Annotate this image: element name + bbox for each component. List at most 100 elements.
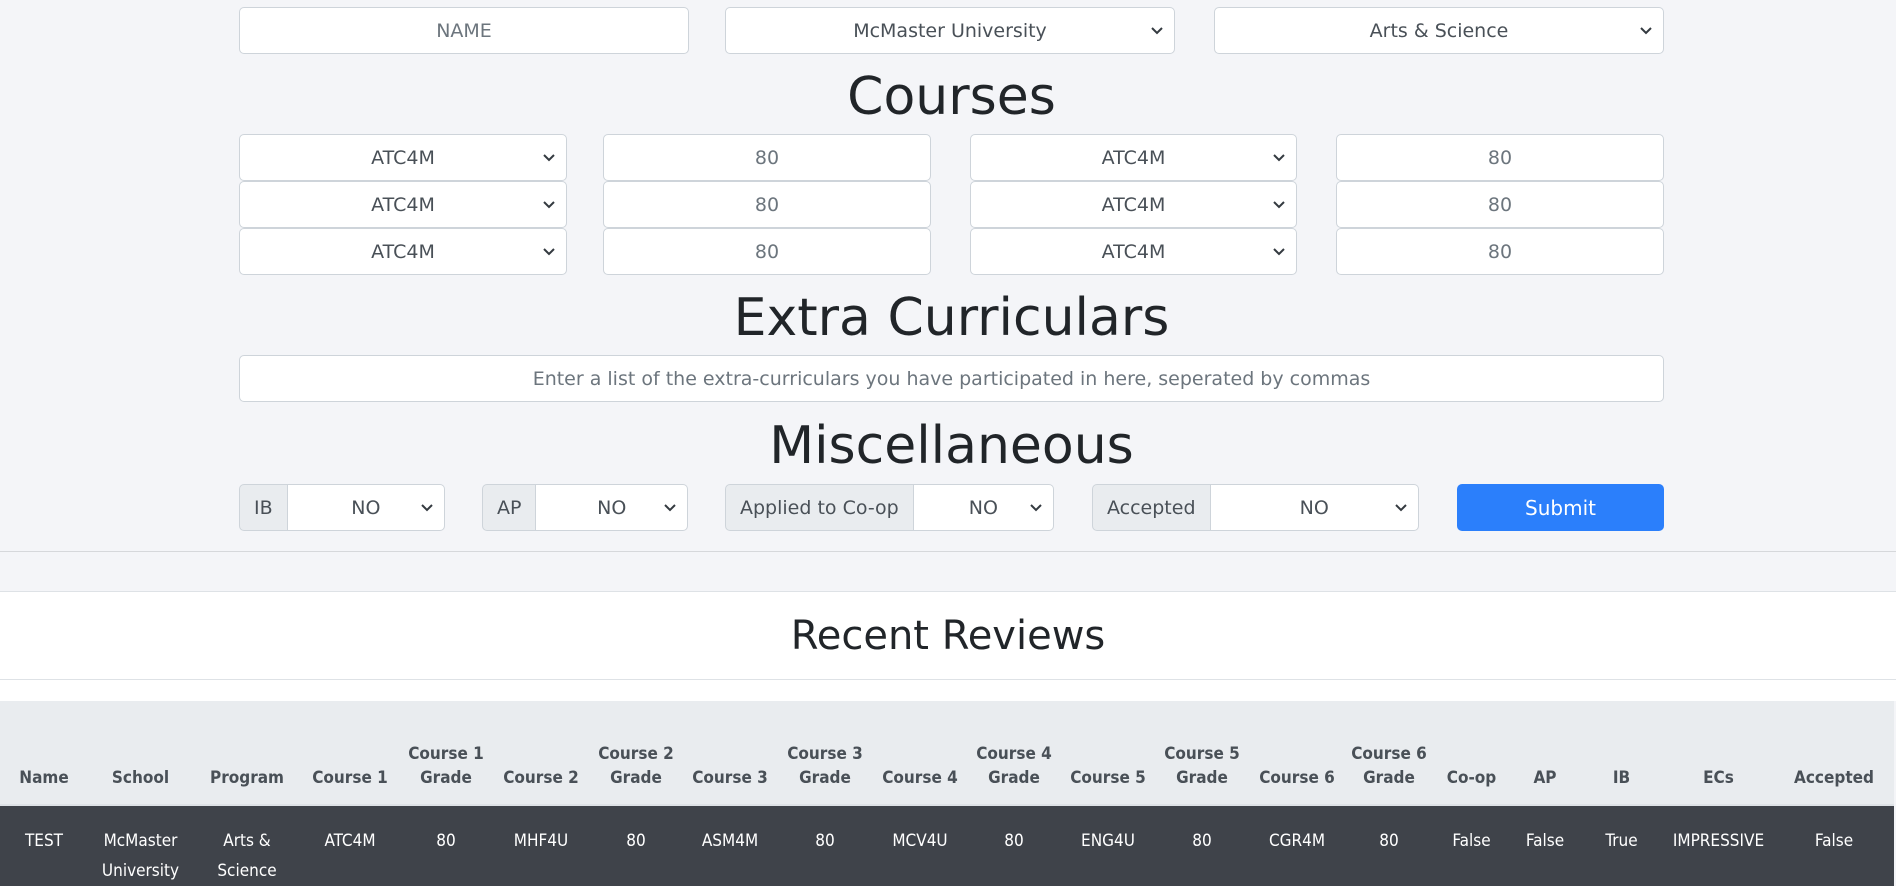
grade-input[interactable]: 80: [603, 228, 931, 275]
table-cell: MCV4U: [873, 805, 967, 886]
column-header: Course 2: [493, 701, 589, 806]
reviews-table: Name School Program Course 1 Course 1 Grade C…: [0, 701, 1894, 886]
chevron-down-icon: [543, 248, 555, 256]
chevron-down-icon: [1273, 154, 1285, 162]
column-header: Course 5 Grade: [1155, 701, 1249, 806]
course-select[interactable]: ATC4M: [970, 228, 1297, 275]
course-value: ATC4M: [371, 146, 435, 169]
grade-input[interactable]: 80: [1336, 181, 1664, 228]
column-header: Program: [193, 701, 301, 806]
column-header: Course 4: [873, 701, 967, 806]
grade-value: 80: [754, 193, 780, 216]
course-select[interactable]: ATC4M: [239, 134, 567, 181]
column-header: Course 2 Grade: [589, 701, 683, 806]
extra-curriculars-heading: Extra Curriculars: [733, 288, 1170, 348]
column-header: Course 4 Grade: [967, 701, 1061, 806]
table-cell: 80: [967, 805, 1061, 886]
accepted-select[interactable]: NO: [1210, 484, 1419, 531]
ap-select[interactable]: NO: [536, 484, 688, 531]
courses-heading: Courses: [847, 67, 1056, 127]
column-header: Course 1 Grade: [399, 701, 493, 806]
grade-value: 80: [754, 240, 780, 263]
course-value: ATC4M: [371, 193, 435, 216]
course-select[interactable]: ATC4M: [239, 181, 567, 228]
grade-value: 80: [1487, 193, 1513, 216]
column-header: School: [88, 701, 193, 806]
school-select[interactable]: McMaster University: [725, 7, 1175, 54]
table-cell: TEST: [0, 805, 88, 886]
column-header: Course 1: [301, 701, 399, 806]
extra-curriculars-input[interactable]: Enter a list of the extra-curriculars yo…: [239, 355, 1664, 402]
spacer: [0, 680, 1896, 701]
table-cell: 80: [777, 805, 873, 886]
column-header: Co-op: [1433, 701, 1510, 806]
table-cell: ATC4M: [301, 805, 399, 886]
chevron-down-icon: [543, 154, 555, 162]
course-value: ATC4M: [371, 240, 435, 263]
ib-label: IB: [239, 484, 288, 531]
grade-input[interactable]: 80: [1336, 228, 1664, 275]
ib-value: NO: [351, 496, 381, 519]
grade-value: 80: [1487, 146, 1513, 169]
accepted-group: Accepted NO: [1092, 484, 1419, 531]
program-value: Arts & Science: [1369, 19, 1509, 42]
table-cell: 80: [1155, 805, 1249, 886]
table-cell: ENG4U: [1061, 805, 1155, 886]
course-value: ATC4M: [1101, 193, 1166, 216]
table-cell: IMPRESSIVE: [1663, 805, 1774, 886]
chevron-down-icon: [543, 201, 555, 209]
table-cell: False: [1433, 805, 1510, 886]
table-cell: False: [1510, 805, 1580, 886]
chevron-down-icon: [1151, 27, 1163, 35]
table-cell: 80: [1345, 805, 1433, 886]
table-header-row: Name School Program Course 1 Course 1 Grade C…: [0, 701, 1894, 806]
coop-group: Applied to Co-op NO: [725, 484, 1054, 531]
chevron-down-icon: [1640, 27, 1652, 35]
coop-value: NO: [968, 496, 998, 519]
column-header: Course 6: [1249, 701, 1345, 806]
column-header: Name: [0, 701, 88, 806]
accepted-value: NO: [1299, 496, 1329, 519]
recent-reviews-heading: Recent Reviews: [790, 612, 1106, 659]
grade-value: 80: [754, 146, 780, 169]
column-header: AP: [1510, 701, 1580, 806]
divider: [0, 551, 1896, 552]
column-header: Course 6 Grade: [1345, 701, 1433, 806]
coop-label: Applied to Co-op: [725, 484, 914, 531]
course-value: ATC4M: [1101, 240, 1166, 263]
school-value: McMaster University: [853, 19, 1047, 42]
column-header: Course 3: [683, 701, 777, 806]
course-select[interactable]: ATC4M: [970, 181, 1297, 228]
grade-value: 80: [1487, 240, 1513, 263]
chevron-down-icon: [421, 504, 433, 512]
table-cell: False: [1774, 805, 1894, 886]
ap-label: AP: [482, 484, 537, 531]
table-cell: McMaster University: [88, 805, 193, 886]
table-cell: ASM4M: [683, 805, 777, 886]
table-cell: True: [1580, 805, 1663, 886]
program-select[interactable]: Arts & Science: [1214, 7, 1664, 54]
grade-input[interactable]: 80: [1336, 134, 1664, 181]
chevron-down-icon: [1273, 201, 1285, 209]
ib-group: IB NO: [239, 484, 445, 531]
table-cell: CGR4M: [1249, 805, 1345, 886]
ap-value: NO: [597, 496, 627, 519]
chevron-down-icon: [1273, 248, 1285, 256]
submit-button[interactable]: Submit: [1457, 484, 1664, 531]
course-select[interactable]: ATC4M: [239, 228, 567, 275]
column-header: ECs: [1663, 701, 1774, 806]
table-cell: 80: [589, 805, 683, 886]
ib-select[interactable]: NO: [287, 484, 445, 531]
chevron-down-icon: [664, 504, 676, 512]
course-value: ATC4M: [1101, 146, 1166, 169]
table-cell: MHF4U: [493, 805, 589, 886]
grade-input[interactable]: 80: [603, 134, 931, 181]
table-row: TEST McMaster University Arts & Science ATC…: [0, 805, 1894, 886]
column-header: Course 5: [1061, 701, 1155, 806]
grade-input[interactable]: 80: [603, 181, 931, 228]
column-header: IB: [1580, 701, 1663, 806]
table-cell: 80: [399, 805, 493, 886]
coop-select[interactable]: NO: [913, 484, 1054, 531]
name-input[interactable]: NAME: [239, 7, 689, 54]
course-select[interactable]: ATC4M: [970, 134, 1297, 181]
